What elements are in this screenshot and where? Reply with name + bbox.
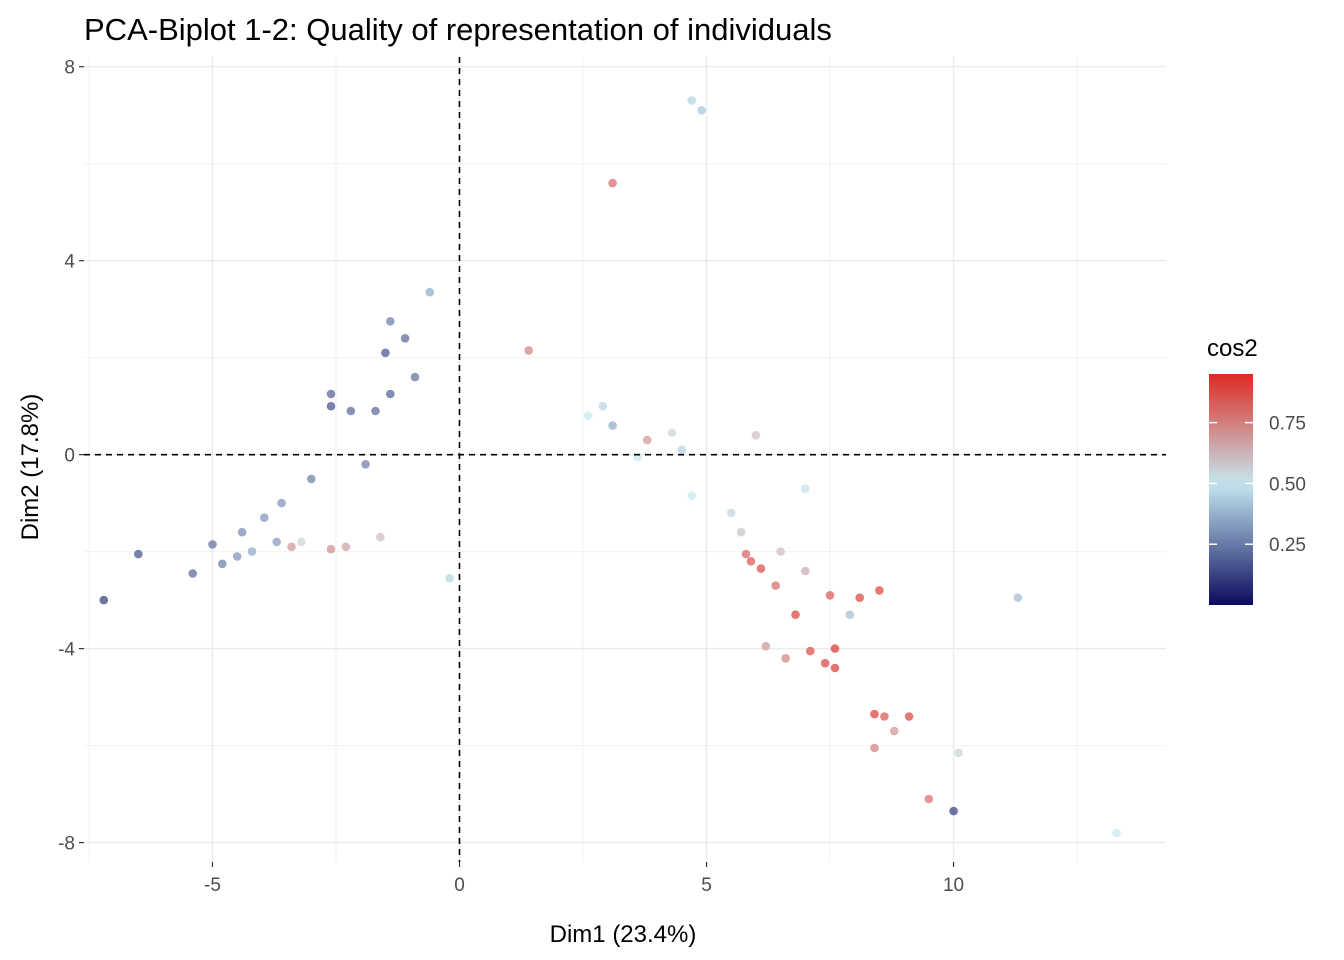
scatter-point <box>400 334 410 343</box>
scatter-point <box>870 709 879 719</box>
y-tick-label: 0 <box>64 446 75 467</box>
scatter-point <box>188 569 197 578</box>
reference-lines <box>84 57 1166 862</box>
y-tick-label: -8 <box>58 834 75 855</box>
scatter-point <box>677 445 687 455</box>
scatter-point <box>924 794 934 804</box>
scatter-point <box>232 552 242 561</box>
scatter-point <box>741 549 751 559</box>
x-tick-label: 5 <box>701 875 712 896</box>
y-tick-label: 4 <box>64 252 75 273</box>
scatter-point <box>1112 828 1121 838</box>
scatter-point <box>272 537 282 547</box>
scatter-point <box>806 646 815 656</box>
scatter-point <box>825 591 835 600</box>
scatter-point <box>326 544 336 554</box>
scatter-point <box>297 537 306 547</box>
scatter-point <box>326 401 336 411</box>
scatter-point <box>583 411 593 421</box>
scatter-point <box>870 743 879 753</box>
x-axis-title: Dim1 (23.4%) <box>550 921 697 948</box>
scatter-point <box>260 513 269 522</box>
scatter-point <box>820 658 830 668</box>
scatter-point <box>687 491 696 501</box>
scatter-point <box>247 547 257 556</box>
y-tick-label: 8 <box>64 58 75 79</box>
scatter-point <box>751 431 761 440</box>
scatter-point <box>410 372 420 382</box>
scatter-point <box>445 574 454 583</box>
scatter-point <box>667 428 677 438</box>
scatter-point <box>697 106 706 115</box>
scatter-point <box>776 547 785 556</box>
colorbar-ticks: 0.25 0.50 0.75 <box>1209 414 1306 556</box>
colorbar-legend: cos2 0.25 0.50 0.75 <box>1207 335 1306 605</box>
scatter-point <box>99 595 109 605</box>
colorbar-label: 0.25 <box>1269 535 1306 556</box>
scatter-point <box>746 557 756 566</box>
scatter-point <box>237 527 247 537</box>
scatter-points <box>99 96 1121 838</box>
scatter-point <box>756 564 766 573</box>
scatter-point <box>307 474 316 484</box>
scatter-point <box>386 389 395 399</box>
scatter-point <box>954 748 963 758</box>
scatter-point <box>761 641 771 651</box>
scatter-point <box>608 178 617 188</box>
scatter-point <box>524 346 533 355</box>
y-axis: -8 -4 0 4 8 <box>58 58 84 855</box>
scatter-point <box>376 532 385 542</box>
scatter-point <box>341 542 351 552</box>
y-axis-title: Dim2 (17.8%) <box>17 394 44 541</box>
scatter-point <box>386 317 395 326</box>
scatter-point <box>801 566 810 576</box>
scatter-point <box>830 663 840 673</box>
scatter-point <box>208 540 217 549</box>
scatter-point <box>830 644 840 653</box>
chart-title: PCA-Biplot 1-2: Quality of representatio… <box>84 12 832 47</box>
scatter-point <box>875 586 884 595</box>
scatter-point <box>726 508 736 518</box>
scatter-point <box>346 406 356 416</box>
scatter-point <box>855 593 864 602</box>
scatter-point <box>890 726 899 736</box>
scatter-point <box>845 610 855 619</box>
scatter-point <box>771 581 780 590</box>
scatter-point <box>371 406 380 416</box>
scatter-point <box>642 435 652 445</box>
x-tick-label: -5 <box>204 875 221 896</box>
scatter-point <box>287 542 296 552</box>
colorbar <box>1209 374 1253 605</box>
scatter-point <box>1013 593 1023 602</box>
x-tick-label: 0 <box>454 875 465 896</box>
colorbar-label: 0.75 <box>1269 414 1306 435</box>
scatter-point <box>781 654 790 663</box>
scatter-point <box>218 559 227 569</box>
scatter-point <box>277 498 286 508</box>
colorbar-label: 0.50 <box>1269 474 1306 495</box>
scatter-point <box>801 484 810 493</box>
legend-title: cos2 <box>1207 335 1258 362</box>
scatter-point <box>791 610 800 619</box>
y-tick-label: -4 <box>58 640 75 661</box>
scatter-point <box>608 421 617 430</box>
scatter-point <box>134 549 143 559</box>
scatter-point <box>736 527 746 537</box>
grid <box>84 57 1166 862</box>
scatter-point <box>880 712 889 721</box>
scatter-point <box>949 806 958 816</box>
scatter-point <box>425 287 435 297</box>
scatter-point <box>904 712 914 721</box>
scatter-point <box>687 96 696 105</box>
scatter-point <box>598 401 608 411</box>
scatter-point <box>361 460 370 469</box>
x-tick-label: 10 <box>943 875 964 896</box>
x-axis: -5 0 5 10 <box>204 862 964 896</box>
scatter-point <box>381 348 390 358</box>
scatter-point <box>326 389 336 399</box>
